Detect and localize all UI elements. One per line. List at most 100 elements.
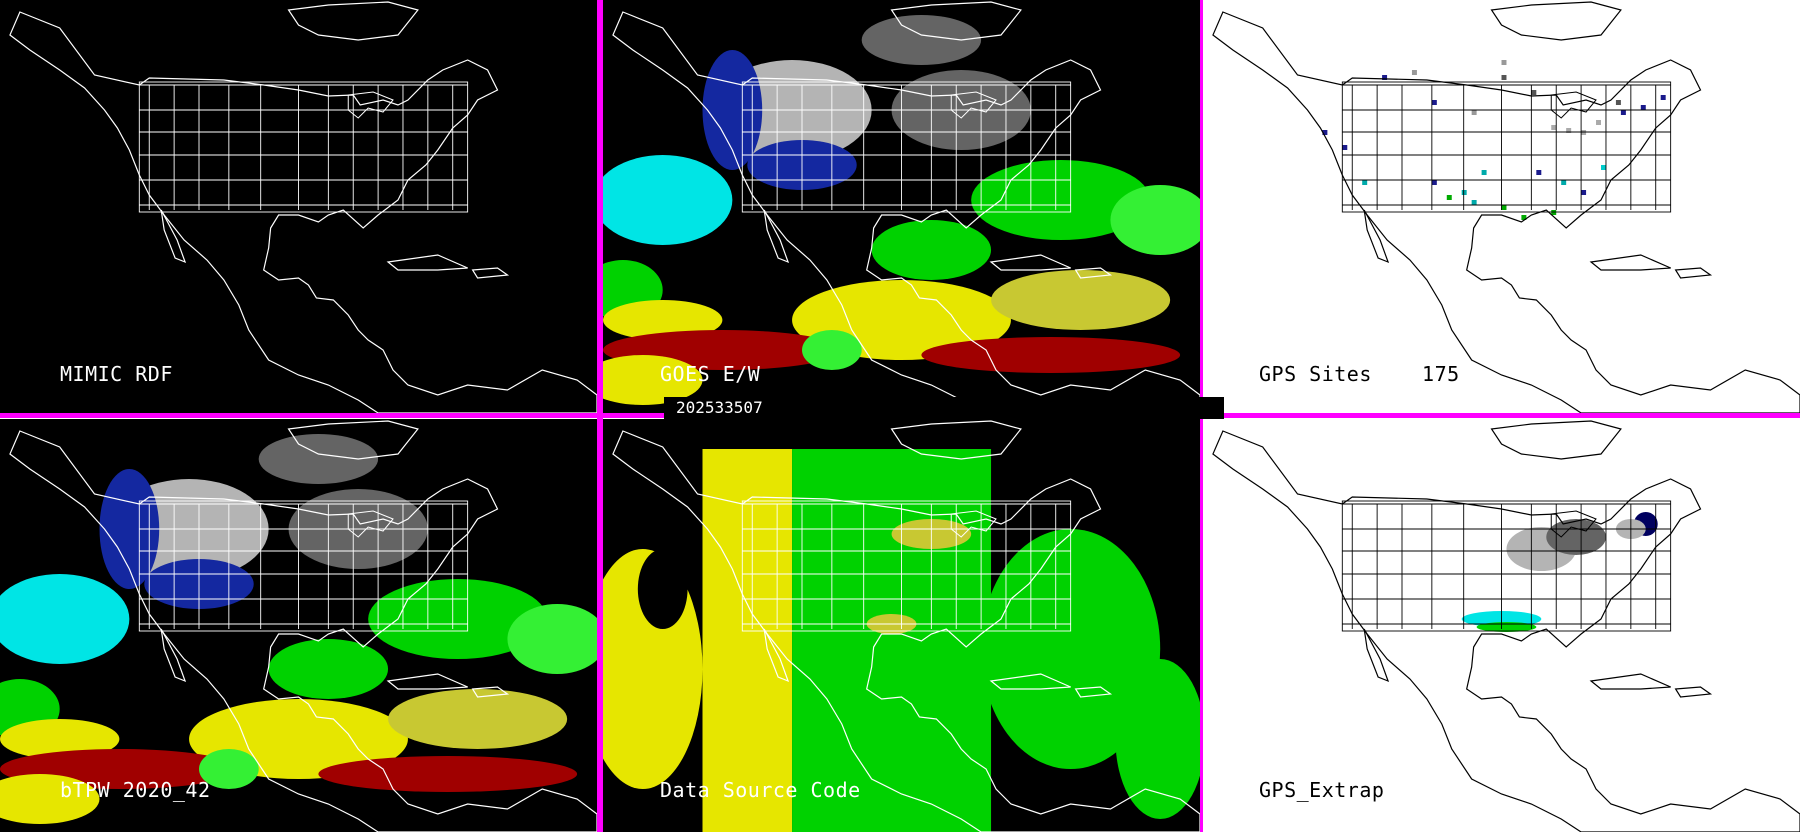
tpw-yellow-south [0, 774, 100, 824]
baja-outline [763, 209, 790, 264]
gps-site-marker [1601, 165, 1606, 170]
map-layer [603, 449, 1200, 832]
cuba-outline [1589, 673, 1671, 690]
btpw-label: bTPW 2020_42 [60, 778, 211, 802]
gps-site-marker [1531, 90, 1537, 95]
gps-site-marker [1342, 145, 1348, 150]
greenland-outline [1490, 420, 1622, 460]
gps-sites-label: GPS Sites 175 [1259, 362, 1460, 386]
gps-site-marker [1596, 120, 1601, 125]
hispaniola-outline [471, 267, 510, 279]
gps-site-marker [1446, 195, 1452, 200]
gps-extrap-map [1212, 420, 1800, 832]
north-america-coastline [9, 11, 597, 413]
gps-site-marker [1382, 75, 1388, 80]
gps-site-marker [1561, 180, 1567, 185]
gps-site-marker [1501, 60, 1507, 65]
hispaniola-outline [471, 686, 510, 698]
state-borders [1341, 81, 1672, 213]
gps-site-marker [1566, 128, 1572, 133]
hispaniola-outline [1674, 686, 1713, 698]
hispaniola-outline [1674, 267, 1713, 279]
tpw-red-itcz [921, 337, 1181, 373]
mimic-rdf-label: MIMIC RDF [60, 362, 173, 386]
tpw-olive-caribbean [388, 689, 568, 749]
gps-site-marker [1411, 70, 1417, 75]
timestamp-bar: 202533507 [664, 397, 1224, 419]
gps-site-marker [1615, 100, 1621, 105]
great-lakes-outline [1550, 91, 1597, 119]
goes-ew-map [603, 1, 1200, 413]
map-layer [1322, 60, 1666, 220]
gps-sites-panel: GPS Sites 175 [1203, 0, 1800, 413]
baja-outline [1363, 209, 1390, 264]
gps-site-marker [1640, 105, 1646, 110]
north-america-coastline [9, 430, 597, 832]
tpw-yellow-pacific [0, 719, 120, 759]
map-layer [1461, 512, 1658, 632]
gps-site-marker [1362, 180, 1368, 185]
gps-sites-map [1212, 1, 1800, 413]
north-america-coastline [612, 11, 1200, 413]
state-borders [138, 500, 469, 632]
data-source-code-panel: Data Source Code [603, 419, 1200, 832]
tpw-red-itcz [318, 756, 578, 792]
gps-site-marker [1551, 125, 1557, 130]
greenland-outline [1490, 1, 1622, 41]
greenland-outline [890, 420, 1022, 460]
state-borders [741, 81, 1072, 213]
state-borders [1341, 500, 1672, 632]
gps-site-marker [1501, 75, 1507, 80]
gps-site-marker [1431, 180, 1437, 185]
tpw-cyan-pacific [603, 155, 733, 245]
source-green-band [792, 449, 992, 832]
gps-site-marker [1471, 110, 1477, 115]
north-america-coastline [612, 430, 1200, 832]
source-green-east [1115, 659, 1200, 819]
tpw-lightgreen-atlantic [1110, 185, 1200, 255]
hispaniola-outline [1074, 686, 1113, 698]
great-lakes-outline [1550, 510, 1597, 538]
btpw-panel: bTPW 2020_42 [0, 419, 597, 832]
gps-site-marker [1521, 215, 1527, 220]
great-lakes-outline [950, 510, 997, 538]
tpw-cyan-pacific [0, 574, 130, 664]
baja-outline [763, 628, 790, 683]
cuba-outline [1589, 254, 1671, 271]
greenland-outline [287, 1, 419, 41]
baja-outline [1363, 628, 1390, 683]
tpw-yellow-pacific [603, 300, 723, 340]
state-borders [741, 500, 1072, 632]
goes-ew-panel: GOES E/W [603, 0, 1200, 413]
source-green-atlantic [981, 529, 1161, 769]
baja-outline [160, 209, 187, 264]
north-america-coastline [1212, 11, 1800, 413]
tpw-lightgreen-central [199, 749, 259, 789]
data-source-code-label: Data Source Code [660, 778, 861, 802]
gps-site-marker [1551, 210, 1557, 215]
gps-site-marker [1660, 95, 1666, 100]
tpw-yellow-south [603, 355, 703, 405]
great-lakes-outline [347, 510, 394, 538]
tpw-green-gulf [871, 220, 992, 280]
source-yellow-band [702, 449, 793, 832]
data-source-code-map [603, 420, 1200, 832]
extrap-darkgray-lakes [1546, 519, 1606, 555]
gps-site-marker [1481, 170, 1487, 175]
tpw-lightgreen-central [802, 330, 862, 370]
gps-site-marker [1431, 100, 1437, 105]
goes-ew-label: GOES E/W [660, 362, 761, 386]
source-gap [637, 549, 688, 629]
greenland-outline [890, 1, 1022, 41]
baja-outline [160, 628, 187, 683]
tpw-gray-canada [258, 434, 379, 484]
tpw-gray-canada [861, 15, 982, 65]
extrap-green-gulf [1476, 622, 1537, 632]
cuba-outline [386, 254, 468, 271]
great-lakes-outline [347, 91, 394, 119]
gps-site-marker [1536, 170, 1542, 175]
btpw-map [0, 420, 597, 832]
tpw-olive-caribbean [991, 270, 1171, 330]
mimic-rdf-map [9, 1, 597, 413]
gps-site-marker [1471, 200, 1477, 205]
